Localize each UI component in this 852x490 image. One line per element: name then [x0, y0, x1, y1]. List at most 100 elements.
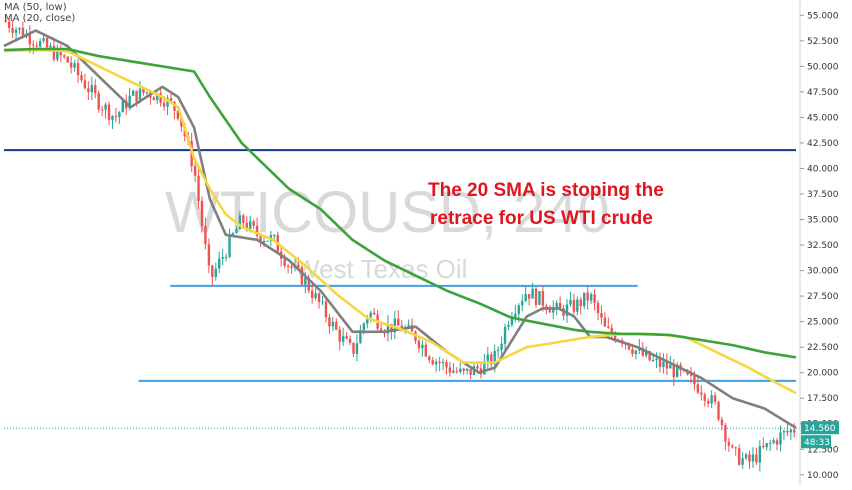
- candle-body: [211, 265, 214, 278]
- candle-body: [669, 364, 672, 369]
- candle-body: [128, 95, 131, 109]
- candle-body: [231, 233, 235, 235]
- candle-body: [610, 327, 613, 335]
- candle-body: [768, 443, 772, 445]
- candle-body: [80, 75, 83, 81]
- candle-body: [555, 302, 558, 308]
- candle-body: [496, 349, 500, 351]
- candle-body: [290, 266, 293, 268]
- candle-body: [734, 447, 737, 449]
- candle-body: [207, 244, 211, 266]
- candle-body: [459, 368, 462, 372]
- y-tick-label: 35.000: [807, 216, 839, 226]
- candle-body: [162, 102, 166, 107]
- candle-body: [552, 307, 555, 313]
- candle-body: [486, 354, 490, 361]
- candle-body: [527, 294, 531, 299]
- candle-body: [483, 360, 486, 375]
- candle-body: [156, 93, 159, 101]
- candle-body: [431, 360, 434, 365]
- candle-body: [706, 401, 710, 404]
- candle-body: [455, 370, 459, 372]
- candle-body: [755, 454, 758, 463]
- candle-body: [359, 329, 362, 344]
- annotation-line-2: retrace for US WTI crude: [430, 208, 653, 229]
- candle-body: [28, 33, 32, 45]
- candle-body: [421, 344, 424, 349]
- watermark-symbol: WTICOUSD, 240: [165, 180, 610, 245]
- candle-body: [166, 98, 169, 107]
- candle-body: [242, 215, 245, 224]
- candle-body: [100, 109, 104, 111]
- candle-body: [379, 328, 383, 332]
- candle-body: [200, 200, 204, 227]
- candle-body: [441, 361, 445, 364]
- candle-body: [63, 55, 66, 57]
- candle-body: [114, 116, 118, 118]
- candle-body: [345, 336, 348, 339]
- candle-body: [38, 40, 42, 47]
- candle-body: [11, 27, 14, 33]
- candle-body: [762, 445, 765, 448]
- candle-body: [724, 425, 727, 442]
- candle-body: [558, 302, 562, 309]
- y-tick-label: 42.500: [807, 139, 839, 149]
- y-tick-label: 30.000: [807, 267, 839, 277]
- candle-body: [445, 361, 448, 368]
- candle-body: [142, 88, 145, 93]
- candle-body: [310, 290, 314, 299]
- candle-body: [245, 223, 248, 229]
- candle-body: [238, 215, 242, 230]
- candle-body: [283, 258, 286, 266]
- candle-body: [87, 88, 90, 93]
- candle-body: [641, 347, 644, 356]
- candle-body: [111, 116, 114, 120]
- candle-body: [744, 454, 748, 459]
- candle-body: [321, 301, 324, 303]
- candle-body: [180, 118, 183, 127]
- candle-body: [32, 44, 35, 46]
- y-tick-label: 40.000: [807, 164, 839, 174]
- candle-body: [665, 361, 669, 369]
- candle-body: [696, 384, 700, 393]
- price-badge-text: 14.560: [804, 424, 836, 434]
- candle-body: [297, 264, 300, 268]
- y-tick-label: 25.000: [807, 318, 839, 328]
- candle-body: [362, 323, 366, 330]
- candle-body: [765, 443, 768, 448]
- candle-body: [548, 309, 551, 313]
- candle-body: [634, 350, 638, 354]
- candle-body: [273, 235, 276, 237]
- candle-body: [300, 267, 304, 285]
- y-tick-label: 17.500: [807, 394, 839, 404]
- candle-body: [255, 225, 259, 236]
- candle-body: [786, 431, 789, 433]
- candle-body: [521, 301, 524, 306]
- candle-body: [338, 329, 341, 342]
- candle-body: [42, 38, 45, 41]
- candle-body: [603, 317, 607, 327]
- candle-body: [35, 45, 38, 47]
- candle-body: [517, 305, 520, 314]
- candle-body: [224, 256, 228, 258]
- candle-body: [514, 313, 517, 317]
- candle-body: [720, 419, 724, 426]
- legend-item: MA (20, close): [4, 13, 75, 24]
- candle-body: [169, 98, 173, 102]
- candle-body: [593, 294, 596, 303]
- y-tick-label: 45.000: [807, 113, 839, 123]
- candle-body: [390, 323, 393, 333]
- candle-body: [369, 312, 372, 318]
- candle-body: [586, 292, 589, 301]
- countdown-badge-bg: [801, 435, 831, 449]
- candle-body: [83, 80, 87, 89]
- candle-body: [228, 234, 231, 257]
- candle-body: [524, 294, 527, 302]
- candle-body: [397, 318, 400, 326]
- candle-body: [645, 351, 648, 356]
- candle-body: [66, 56, 69, 63]
- candle-body: [731, 445, 734, 448]
- candle-body: [476, 366, 479, 369]
- candle-body: [138, 88, 142, 102]
